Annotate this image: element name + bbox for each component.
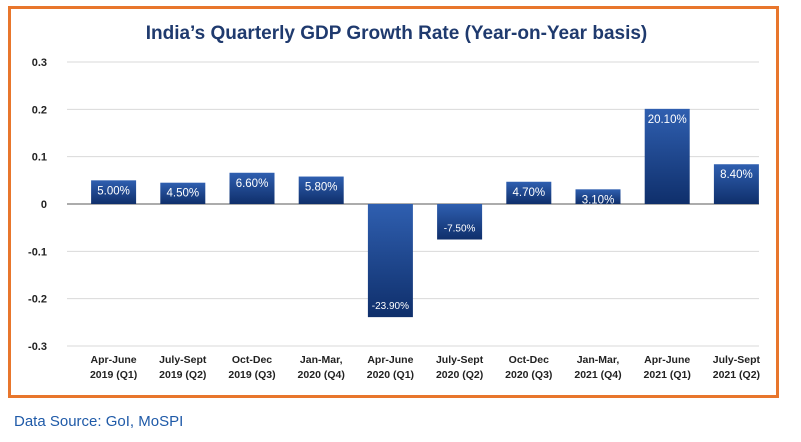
data-labels: 5.00% 4.50% 6.60% 5.80% -23.90% -7.50% 4.70% 3.… [97, 114, 752, 312]
grid-layer [67, 61, 759, 347]
x-tick-label: Apr-June [644, 354, 690, 366]
bar [367, 204, 413, 318]
bar [575, 189, 621, 204]
data-label: -7.50% [444, 224, 476, 235]
data-label: 4.70% [512, 187, 545, 199]
x-tick-label: July-Sept [436, 354, 484, 366]
data-label: 6.60% [236, 178, 269, 190]
x-tick-label: 2020 (Q1) [367, 369, 414, 381]
y-tick-label: 0.2 [32, 104, 47, 116]
x-tick-label: Oct-Dec [232, 354, 272, 366]
x-axis-categories: Apr-June 2019 (Q1) July-Sept 2019 (Q2) Oct-D… [90, 354, 761, 381]
x-tick-label: 2021 (Q4) [574, 369, 621, 381]
bars [91, 108, 759, 318]
bar-chart: 0.30.20.10-0.1-0.2-0.3 5.00% 4.50%6.60% 5.… [28, 57, 761, 381]
chart-frame: India’s Quarterly GDP Growth Rate (Year-… [8, 6, 779, 398]
bar [229, 172, 275, 204]
x-tick-label: Apr-June [367, 354, 413, 366]
x-tick-label: 2019 (Q1) [90, 369, 137, 381]
x-tick-label: 2020 (Q3) [505, 369, 552, 381]
x-tick-label: 2019 (Q3) [228, 369, 275, 381]
y-tick-label: 0.1 [32, 152, 47, 164]
x-tick-label: Jan-Mar, [300, 354, 343, 366]
y-tick-label: -0.2 [28, 294, 47, 306]
bar [298, 176, 344, 204]
x-tick-label: 2020 (Q2) [436, 369, 483, 381]
x-tick-label: 2019 (Q2) [159, 369, 206, 381]
y-tick-label: -0.3 [28, 341, 47, 353]
data-label: 5.80% [305, 182, 338, 194]
data-label: 4.50% [166, 188, 199, 200]
bar [437, 204, 483, 240]
bar [160, 182, 206, 204]
data-label: 8.40% [720, 169, 753, 181]
chart-title: India’s Quarterly GDP Growth Rate (Year-… [145, 23, 648, 44]
x-tick-label: 2021 (Q2) [713, 369, 760, 381]
x-tick-label: 2021 (Q1) [644, 369, 691, 381]
y-tick-label: 0.3 [32, 57, 47, 69]
data-label: -23.90% [372, 301, 409, 312]
x-tick-label: Oct-Dec [509, 354, 549, 366]
x-tick-label: Apr-June [91, 354, 137, 366]
y-tick-label: 0 [41, 199, 47, 211]
y-axis: 0.3 0.2 0.1 0 -0.1 -0.2 -0.3 [28, 57, 47, 353]
bar [506, 181, 552, 204]
bar [644, 108, 690, 204]
bar [713, 164, 759, 204]
x-tick-label: 2020 (Q4) [298, 369, 345, 381]
data-source-note: Data Source: GoI, MoSPI [14, 413, 184, 430]
x-tick-label: July-Sept [713, 354, 761, 366]
bar [91, 180, 137, 204]
y-tick-label: -0.1 [28, 246, 47, 258]
data-label: 20.10% [648, 114, 687, 126]
data-label: 5.00% [97, 185, 130, 197]
x-tick-label: July-Sept [159, 354, 207, 366]
x-tick-label: Jan-Mar, [577, 354, 620, 366]
data-label: 3.10% [582, 194, 615, 206]
